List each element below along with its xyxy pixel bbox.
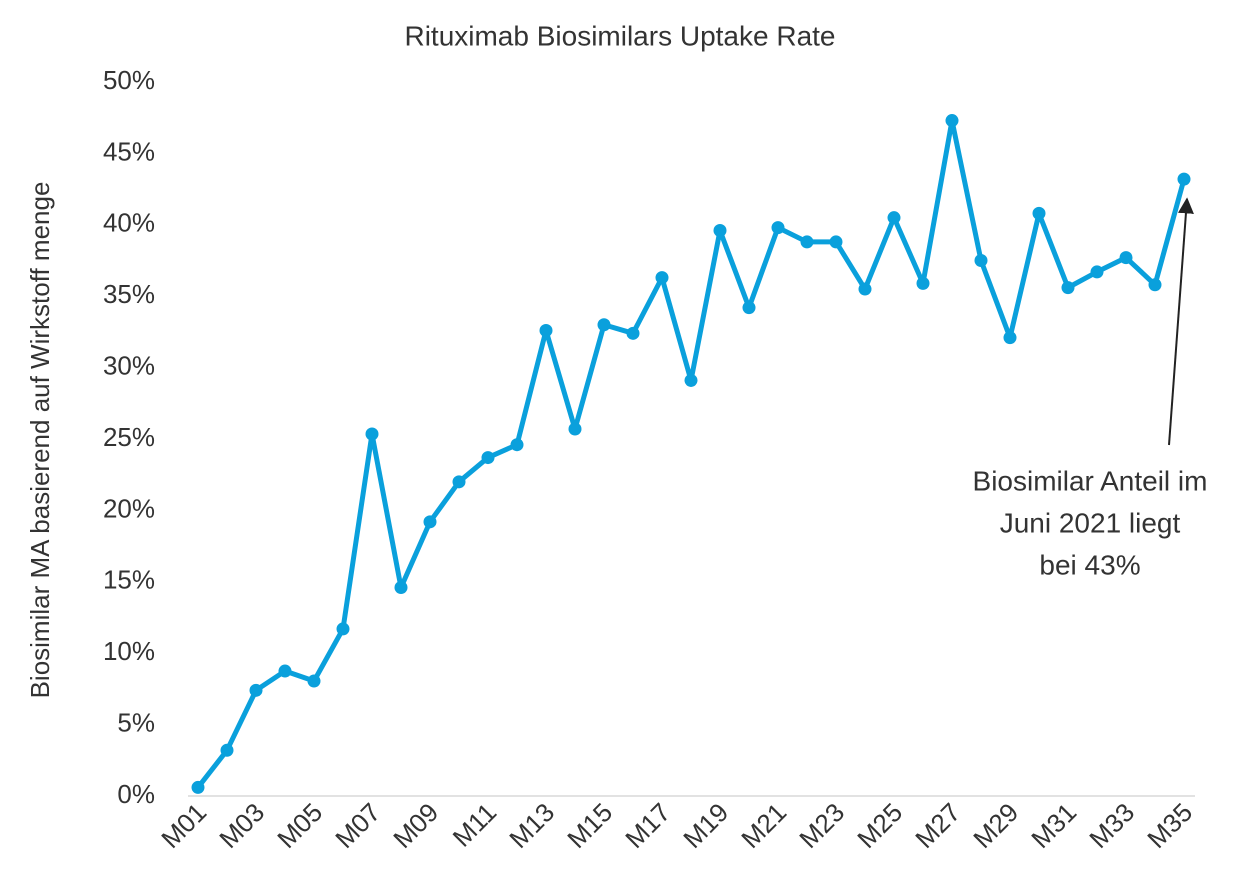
data-point <box>365 427 379 441</box>
y-tick-label: 45% <box>103 136 155 166</box>
x-tick-label: M19 <box>677 797 734 854</box>
chart-title: Rituximab Biosimilars Uptake Rate <box>404 20 835 51</box>
x-tick-label: M29 <box>967 797 1024 854</box>
data-point <box>655 271 669 285</box>
data-point <box>597 318 611 332</box>
x-tick-label: M35 <box>1141 797 1198 854</box>
y-tick-label: 30% <box>103 350 155 380</box>
data-point <box>249 683 263 697</box>
data-point <box>278 664 292 678</box>
data-point <box>191 780 205 794</box>
data-point <box>1003 331 1017 345</box>
data-point <box>336 622 350 636</box>
annotation: bei 43% <box>1039 549 1140 580</box>
y-tick-label: 5% <box>117 707 155 737</box>
annotation: Biosimilar Anteil im <box>973 465 1208 496</box>
data-point <box>568 422 582 436</box>
data-point <box>423 515 437 529</box>
annotation: Juni 2021 liegt <box>1000 507 1181 538</box>
x-tick-label: M13 <box>503 797 560 854</box>
data-point <box>800 235 814 249</box>
data-point <box>481 451 495 465</box>
data-point <box>510 438 524 452</box>
data-point <box>974 254 988 267</box>
y-tick-label: 0% <box>117 779 155 809</box>
data-point <box>626 326 640 340</box>
x-tick-label: M17 <box>619 797 676 854</box>
x-tick-label: M33 <box>1083 797 1140 854</box>
x-tick-label: M03 <box>213 797 270 854</box>
data-point <box>1032 206 1046 220</box>
x-tick-label: M25 <box>851 797 908 854</box>
data-point <box>916 276 930 290</box>
y-tick-label: 15% <box>103 565 155 595</box>
x-tick-label: M31 <box>1025 797 1082 854</box>
data-point <box>713 224 727 238</box>
data-point <box>307 674 321 688</box>
x-tick-label: M15 <box>561 797 618 854</box>
y-tick-label: 25% <box>103 422 155 452</box>
x-tick-label: M11 <box>447 797 503 853</box>
data-point <box>887 211 901 225</box>
data-point <box>1148 278 1162 292</box>
y-axis-label: Biosimilar MA basierend auf Wirkstoff me… <box>25 182 55 699</box>
y-tick-label: 35% <box>103 279 155 309</box>
x-tick-label: M21 <box>735 797 792 854</box>
x-tick-label: M05 <box>271 797 328 854</box>
annotation-arrow <box>1168 197 1194 446</box>
data-point <box>1090 265 1104 279</box>
data-point <box>1177 172 1191 186</box>
data-point <box>858 282 872 296</box>
data-point <box>394 581 408 595</box>
x-tick-label: M27 <box>909 797 966 854</box>
y-tick-label: 10% <box>103 636 155 666</box>
data-point <box>1061 281 1075 295</box>
x-tick-label: M23 <box>793 797 850 854</box>
x-tick-label: M01 <box>155 797 212 854</box>
x-tick-label: M07 <box>329 797 386 854</box>
data-point <box>829 235 843 249</box>
y-tick-label: 20% <box>103 493 155 523</box>
y-tick-label: 40% <box>103 208 155 238</box>
data-point <box>771 221 785 235</box>
data-point <box>945 114 959 128</box>
y-tick-label: 50% <box>103 65 155 95</box>
data-point <box>539 323 553 337</box>
x-tick-label: M09 <box>387 797 444 854</box>
data-point <box>684 373 698 387</box>
data-line <box>196 118 1187 789</box>
data-point <box>452 475 466 489</box>
data-point <box>1119 251 1133 265</box>
data-point <box>742 301 756 315</box>
data-point <box>220 743 234 757</box>
